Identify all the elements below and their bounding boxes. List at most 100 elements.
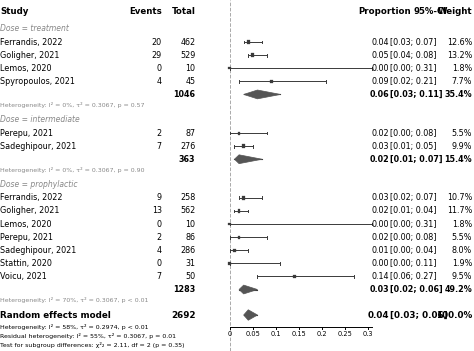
Polygon shape (244, 310, 257, 320)
Text: Ferrandis, 2022: Ferrandis, 2022 (0, 193, 63, 202)
Text: Proportion: Proportion (358, 7, 410, 15)
Text: 86: 86 (185, 233, 195, 241)
Text: 258: 258 (180, 193, 195, 202)
Text: Sadeghipour, 2021: Sadeghipour, 2021 (0, 142, 77, 151)
Text: 4: 4 (157, 246, 162, 255)
Text: 0.00: 0.00 (372, 259, 389, 268)
Text: Perepu, 2021: Perepu, 2021 (0, 128, 54, 138)
Text: Weight: Weight (438, 7, 472, 15)
Text: 276: 276 (180, 142, 195, 151)
Text: Ferrandis, 2022: Ferrandis, 2022 (0, 38, 63, 47)
Text: 9: 9 (157, 193, 162, 202)
Text: 2: 2 (157, 233, 162, 241)
Bar (252, 53, 254, 57)
Text: Total: Total (172, 7, 195, 15)
Text: [0.00; 0.31]: [0.00; 0.31] (390, 219, 437, 229)
Text: 2: 2 (157, 128, 162, 138)
Text: Dose = prophylactic: Dose = prophylactic (0, 180, 78, 189)
Text: Events: Events (129, 7, 162, 15)
Text: 0: 0 (157, 219, 162, 229)
Bar (293, 274, 296, 278)
Polygon shape (239, 285, 257, 294)
Bar (233, 249, 236, 252)
Text: 0.02: 0.02 (371, 128, 389, 138)
Text: [0.01; 0.05]: [0.01; 0.05] (390, 142, 437, 151)
Text: 5.5%: 5.5% (452, 233, 472, 241)
Text: 15.4%: 15.4% (445, 155, 472, 164)
Text: 0.02: 0.02 (371, 206, 389, 216)
Text: 286: 286 (180, 246, 195, 255)
Text: 35.4%: 35.4% (445, 90, 472, 99)
Text: 0.14: 0.14 (372, 272, 389, 281)
Bar (228, 262, 231, 265)
Text: 0.2: 0.2 (317, 331, 327, 337)
Text: 0.3: 0.3 (363, 331, 373, 337)
Polygon shape (244, 90, 281, 99)
Text: 31: 31 (185, 259, 195, 268)
Text: 95%-CI: 95%-CI (414, 7, 447, 15)
Text: 45: 45 (185, 77, 195, 86)
Text: 7: 7 (157, 142, 162, 151)
Text: Goligher, 2021: Goligher, 2021 (0, 206, 60, 216)
Text: [0.01; 0.04]: [0.01; 0.04] (390, 206, 437, 216)
Text: Perepu, 2021: Perepu, 2021 (0, 233, 54, 241)
Text: 0: 0 (157, 259, 162, 268)
Bar (237, 236, 240, 239)
Text: 50: 50 (185, 272, 195, 281)
Text: [0.02; 0.21]: [0.02; 0.21] (390, 77, 437, 86)
Text: [0.00; 0.08]: [0.00; 0.08] (390, 128, 437, 138)
Bar (228, 223, 231, 225)
Bar (242, 196, 245, 200)
Text: [0.04; 0.08]: [0.04; 0.08] (390, 51, 437, 60)
Text: Residual heterogeneity: I² = 55%, τ² = 0.3067, p = 0.01: Residual heterogeneity: I² = 55%, τ² = 0… (0, 333, 176, 339)
Text: [0.06; 0.27]: [0.06; 0.27] (390, 272, 437, 281)
Text: 13: 13 (152, 206, 162, 216)
Text: 0.25: 0.25 (337, 331, 352, 337)
Text: [0.00; 0.31]: [0.00; 0.31] (390, 64, 437, 73)
Text: 13.2%: 13.2% (447, 51, 472, 60)
Text: 4: 4 (157, 77, 162, 86)
Text: [0.00; 0.08]: [0.00; 0.08] (390, 233, 437, 241)
Text: 0.03: 0.03 (369, 285, 389, 294)
Text: 9.9%: 9.9% (452, 142, 472, 151)
Text: Goligher, 2021: Goligher, 2021 (0, 51, 60, 60)
Text: 363: 363 (179, 155, 195, 164)
Bar (242, 144, 245, 148)
Text: 10: 10 (185, 64, 195, 73)
Bar (270, 80, 273, 83)
Polygon shape (235, 155, 262, 164)
Text: 87: 87 (185, 128, 195, 138)
Text: 20: 20 (152, 38, 162, 47)
Bar (237, 209, 240, 213)
Text: 1283: 1283 (173, 285, 195, 294)
Text: Voicu, 2021: Voicu, 2021 (0, 272, 47, 281)
Text: Spyropoulos, 2021: Spyropoulos, 2021 (0, 77, 75, 86)
Text: 529: 529 (180, 51, 195, 60)
Text: 0.05: 0.05 (371, 51, 389, 60)
Text: 12.6%: 12.6% (447, 38, 472, 47)
Text: [0.03; 0.07]: [0.03; 0.07] (390, 38, 437, 47)
Text: [0.02; 0.07]: [0.02; 0.07] (390, 193, 437, 202)
Text: Heterogeneity: I² = 70%, τ² = 0.3067, p < 0.01: Heterogeneity: I² = 70%, τ² = 0.3067, p … (0, 297, 149, 303)
Text: [0.02; 0.06]: [0.02; 0.06] (390, 285, 443, 294)
Text: Heterogeneity: I² = 0%, τ² = 0.3067, p = 0.90: Heterogeneity: I² = 0%, τ² = 0.3067, p =… (0, 167, 145, 173)
Text: 0.02: 0.02 (371, 233, 389, 241)
Text: 49.2%: 49.2% (445, 285, 472, 294)
Text: 0.01: 0.01 (372, 246, 389, 255)
Text: 0.15: 0.15 (292, 331, 306, 337)
Text: Heterogeneity: I² = 58%, τ² = 0.2974, p < 0.01: Heterogeneity: I² = 58%, τ² = 0.2974, p … (0, 324, 149, 330)
Text: 0.06: 0.06 (369, 90, 389, 99)
Text: 10.7%: 10.7% (447, 193, 472, 202)
Text: 1.8%: 1.8% (452, 64, 472, 73)
Text: [0.03; 0.06]: [0.03; 0.06] (390, 311, 447, 319)
Bar (228, 67, 231, 69)
Text: Test for subgroup differences: χ²₂ = 2.11, df = 2 (p = 0.35): Test for subgroup differences: χ²₂ = 2.1… (0, 343, 185, 349)
Text: 0.05: 0.05 (246, 331, 260, 337)
Text: 0.00: 0.00 (372, 64, 389, 73)
Text: 0.03: 0.03 (372, 193, 389, 202)
Text: 1.9%: 1.9% (452, 259, 472, 268)
Text: 0.00: 0.00 (372, 219, 389, 229)
Text: 0.1: 0.1 (271, 331, 281, 337)
Text: 0.03: 0.03 (372, 142, 389, 151)
Text: 0.04: 0.04 (367, 311, 389, 319)
